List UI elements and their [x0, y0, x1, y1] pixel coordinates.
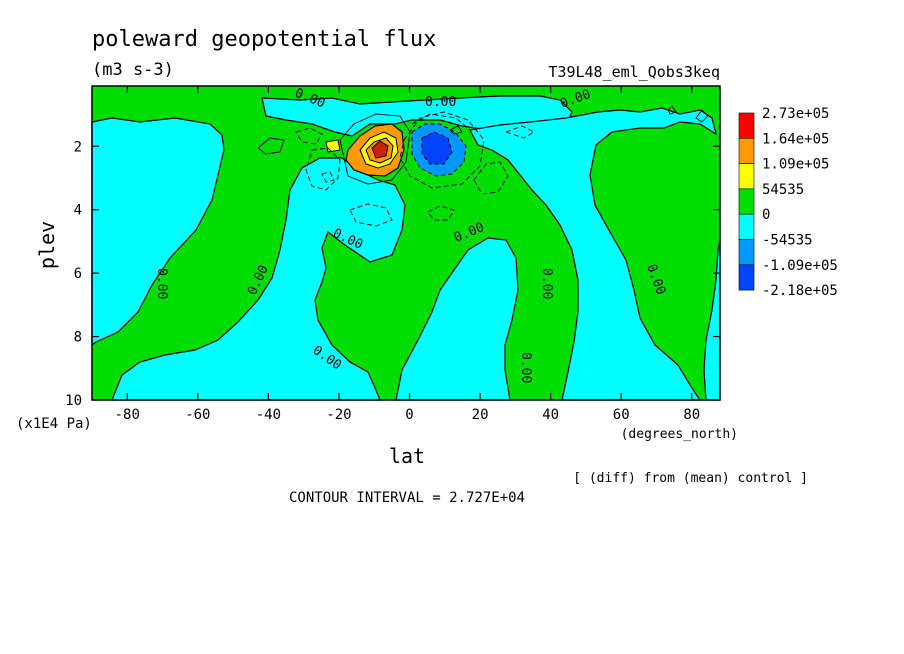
- legend-label: -1.09e+05: [762, 258, 838, 274]
- y-tick-label: 8: [74, 330, 82, 346]
- y-tick-label: 10: [65, 393, 82, 409]
- dashed-contours: [295, 111, 535, 227]
- contour-label: 0.00: [425, 95, 456, 110]
- chart-units: (m3 s-3): [92, 60, 174, 80]
- y-axis: 2 4 6 8 10: [65, 139, 720, 409]
- legend-swatch: [738, 264, 755, 291]
- x-tick-label: -80: [115, 407, 140, 423]
- x-tick-label: -20: [326, 407, 351, 423]
- legend-label: 1.64e+05: [762, 131, 829, 147]
- y-unit-label: (x1E4 Pa): [16, 416, 92, 432]
- yellow-dot: [325, 139, 341, 153]
- cyan-region-midsouth: [111, 157, 406, 401]
- x-axis-title: lat: [389, 444, 425, 468]
- legend-swatch: [738, 188, 755, 215]
- blue-core: [421, 131, 453, 165]
- chart-title: poleward geopotential flux: [92, 27, 436, 52]
- y-tick-label: 2: [74, 139, 82, 155]
- legend-swatch: [738, 138, 755, 164]
- legend-label: -54535: [762, 233, 813, 249]
- contour-label: 0.00: [154, 268, 169, 299]
- cyan-region-south: [91, 117, 225, 347]
- legend-label: 1.09e+05: [762, 157, 829, 173]
- x-tick-label: -60: [185, 407, 210, 423]
- legend-swatch: [738, 163, 755, 190]
- color-legend: 2.73e+05 1.64e+05 1.09e+05 54535 0 -54535 -1.0…: [738, 106, 838, 299]
- y-tick-label: 6: [74, 266, 82, 282]
- legend-swatch: [738, 112, 755, 139]
- cyan-region-north: [469, 107, 717, 401]
- solid-contours: [257, 105, 709, 185]
- contour-label: 0.00: [539, 268, 554, 299]
- legend-label: 0: [762, 207, 770, 223]
- contour-label: 0.00: [518, 352, 533, 383]
- run-label: T39L48_eml_Qobs3keq: [548, 63, 720, 81]
- x-unit-label: (degrees_north): [621, 427, 738, 442]
- x-tick-label: -40: [256, 407, 281, 423]
- x-tick-label: 60: [613, 407, 630, 423]
- legend-swatch: [738, 213, 755, 240]
- x-tick-label: 40: [542, 407, 559, 423]
- plot-area: 0.00 0.00 0.00 0.00 0.00 0.00 0.00 0.00 …: [91, 85, 721, 401]
- y-tick-label: 4: [74, 203, 82, 219]
- contour-interval: CONTOUR INTERVAL = 2.727E+04: [289, 490, 525, 506]
- x-tick-label: 0: [405, 407, 413, 423]
- y-axis-title: plev: [35, 221, 59, 269]
- x-tick-label: 20: [472, 407, 489, 423]
- cyan-region-central: [395, 237, 519, 401]
- x-tick-label: 80: [683, 407, 700, 423]
- legend-label: 2.73e+05: [762, 106, 829, 122]
- legend-swatch: [738, 239, 755, 266]
- legend-label: 54535: [762, 182, 804, 198]
- x-axis: -80 -60 -40 -20 0 20 40 60 80: [115, 86, 700, 423]
- red-core: [371, 140, 389, 159]
- legend-label: -2.18e+05: [762, 283, 838, 299]
- diff-note: [ (diff) from (mean) control ]: [573, 471, 808, 486]
